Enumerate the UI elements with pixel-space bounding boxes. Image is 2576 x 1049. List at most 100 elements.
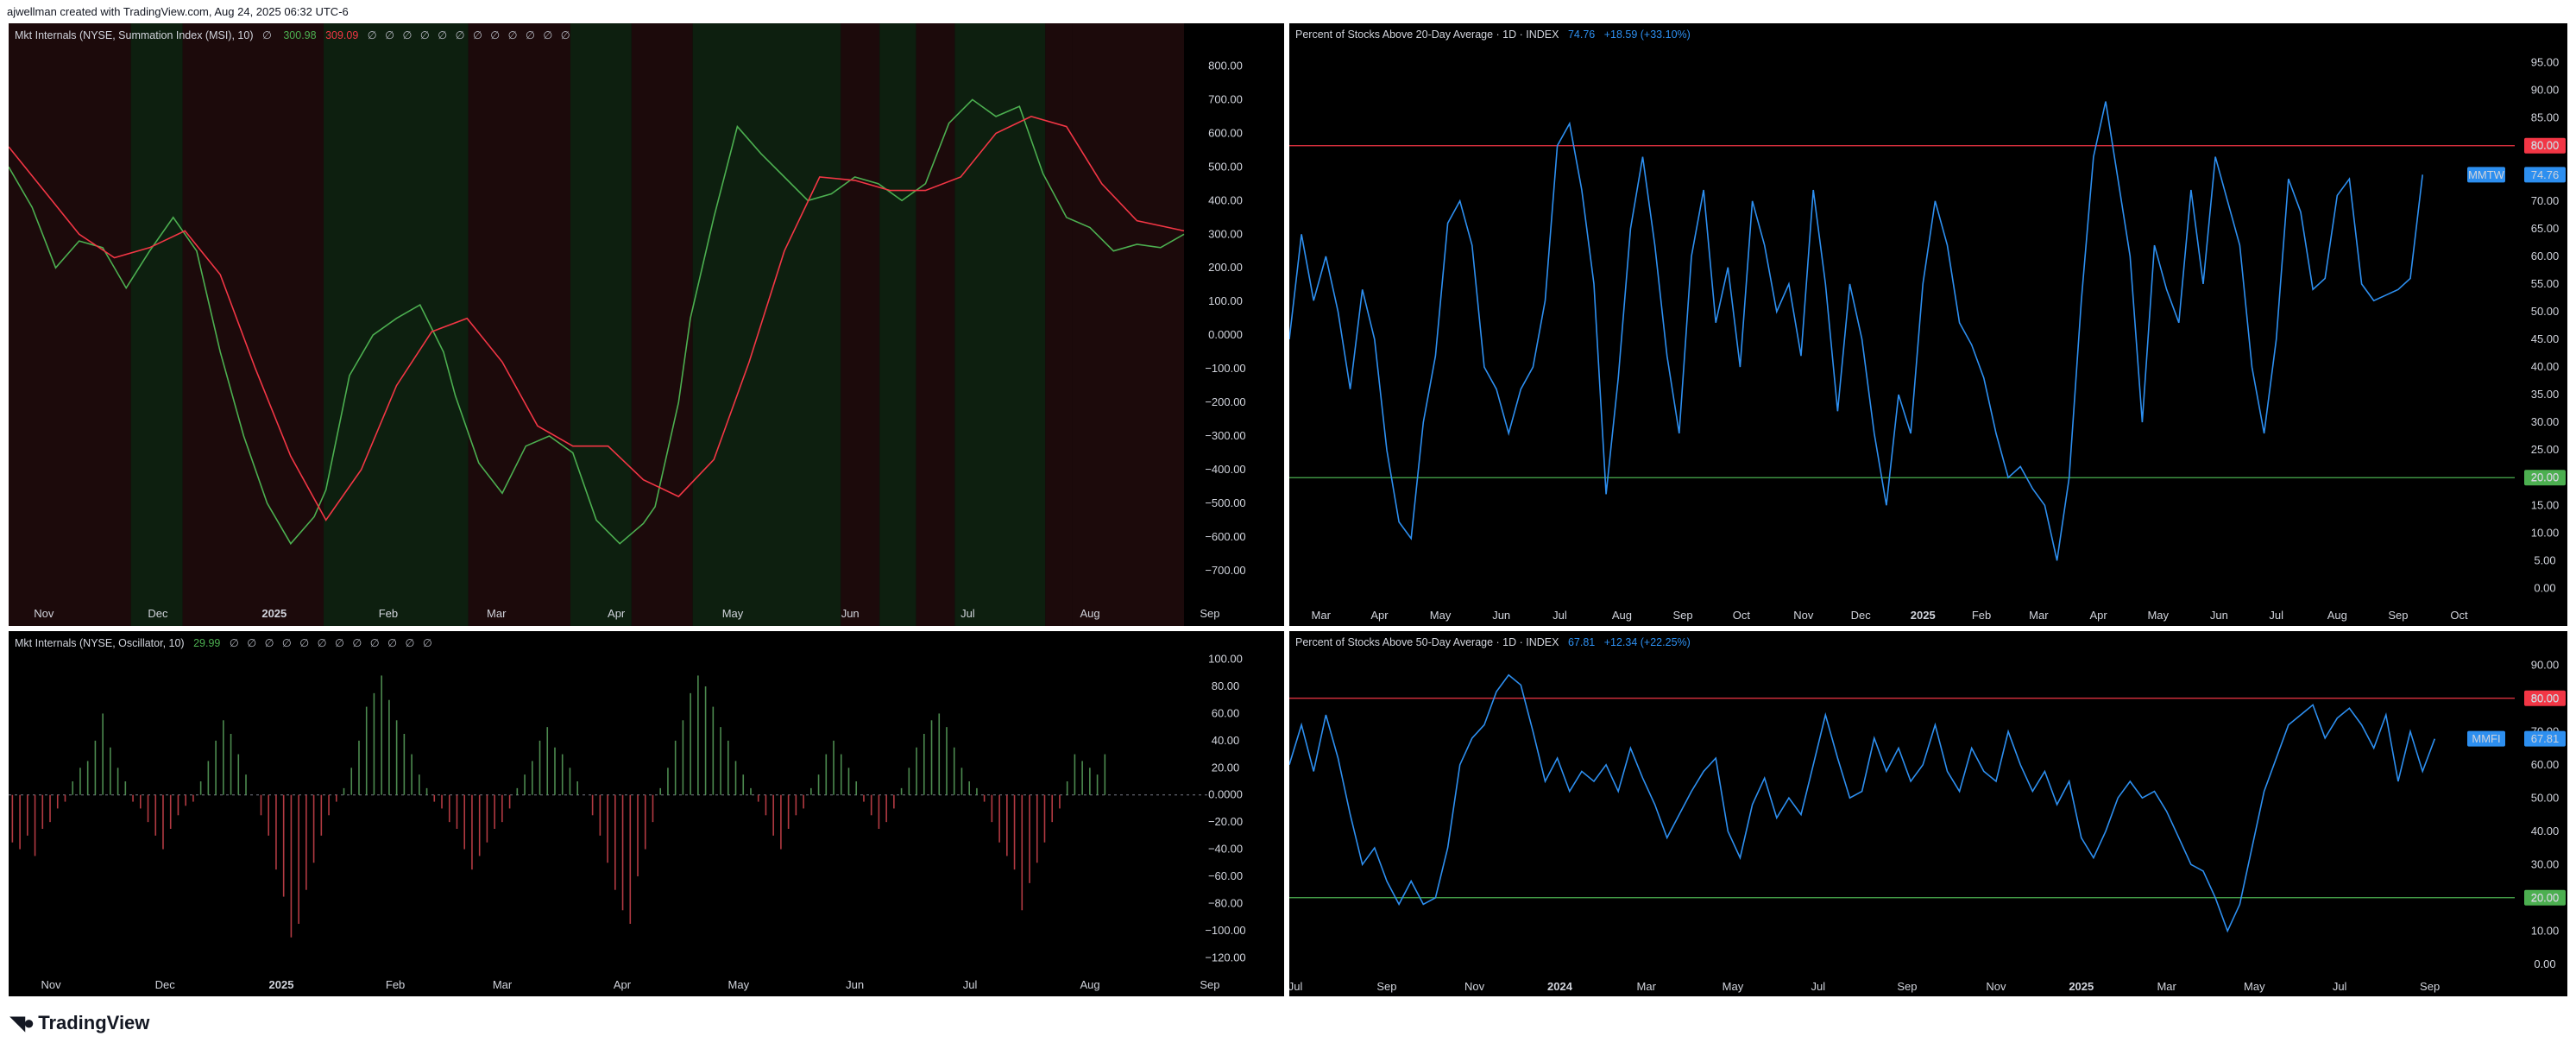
symbol-badge [2467, 730, 2505, 747]
osc-bar [365, 706, 368, 795]
regime-band-bearish [631, 23, 693, 626]
osc-bar [795, 794, 797, 816]
osc-bar [305, 794, 307, 890]
osc-bar [840, 754, 842, 795]
osc-bar [425, 787, 428, 795]
level-label-20: 20.00 [2531, 471, 2560, 484]
osc-bar [328, 794, 330, 816]
msi-title: Mkt Internals (NYSE, Summation Index (MS… [15, 29, 254, 41]
osc-bar [825, 754, 828, 795]
mmtw-title: Percent of Stocks Above 20-Day Average ·… [1295, 28, 1559, 41]
mmtw-panel[interactable]: 80.0020.0095.0090.0085.0080.0075.0070.00… [1289, 23, 2567, 626]
osc-bar [652, 794, 654, 823]
x-tick-label: Apr [614, 978, 632, 991]
osc-bar [629, 794, 632, 924]
x-tick-label: Nov [34, 607, 54, 620]
y-tick-label: −20.00 [1208, 815, 1243, 828]
y-tick-label: 20.00 [2531, 471, 2560, 483]
mmtw-chart[interactable]: 80.0020.0095.0090.0085.0080.0075.0070.00… [1289, 23, 2567, 626]
x-tick-label: Mar [1312, 609, 1332, 622]
osc-bar [561, 754, 564, 795]
x-tick-label: Aug [2327, 609, 2347, 622]
osc-bar [1043, 794, 1046, 843]
x-tick-label: Jun [846, 978, 864, 991]
y-tick-label: 20.00 [1212, 761, 1240, 774]
msi-value: 300.98 [283, 29, 317, 41]
osc-bar [690, 692, 691, 795]
osc-bar [1081, 761, 1083, 795]
osc-bar [199, 781, 202, 795]
oscillator-panel[interactable]: 100.00 80.00 60.00 40.00 20.00 0.0000 −20.00 −4… [9, 631, 1284, 996]
osc-bar [720, 727, 721, 795]
osc-bar [1013, 794, 1016, 870]
regime-band-bullish [130, 23, 183, 626]
level-label-80: 80.00 [2531, 139, 2560, 152]
osc-bar [275, 794, 277, 870]
level-badge-80 [2524, 690, 2566, 706]
x-tick-label: Mar [493, 978, 513, 991]
osc-bar [900, 787, 903, 795]
y-tick-label: 80.00 [2531, 139, 2560, 152]
osc-bar [810, 787, 812, 795]
msi-signal-value: 309.09 [325, 29, 359, 41]
y-tick-label: 20.00 [2531, 891, 2560, 904]
x-tick-label: Mar [487, 607, 507, 620]
x-tick-label: Sep [1673, 609, 1693, 622]
x-tick-label: Dec [155, 978, 176, 991]
x-tick-label: Jun [2210, 609, 2228, 622]
tradingview-logo[interactable]: ◥● TradingView [10, 1012, 149, 1034]
osc-bar [290, 794, 293, 938]
y-tick-label: 400.00 [1208, 193, 1243, 206]
osc-bar [953, 747, 955, 795]
osc-title: Mkt Internals (NYSE, Oscillator, 10) [15, 637, 185, 649]
x-tick-label: Jun [841, 607, 860, 620]
osc-bar [463, 794, 466, 850]
osc-bar [56, 794, 59, 809]
osc-bar [614, 794, 616, 890]
osc-bar [539, 740, 541, 795]
osc-bar [19, 794, 21, 850]
y-tick-label: 40.00 [2531, 360, 2560, 373]
x-tick-label: Nov [41, 978, 61, 991]
osc-bar [803, 794, 804, 809]
osc-bar [621, 794, 624, 911]
tradingview-logo-icon: ◥● [10, 1012, 35, 1033]
osc-bar [1021, 794, 1023, 911]
osc-bar [260, 794, 262, 816]
x-tick-label: Sep [1200, 978, 1219, 991]
osc-bar [86, 761, 89, 795]
y-tick-label: −300.00 [1205, 429, 1245, 442]
osc-bar [591, 794, 594, 816]
y-tick-label: 25.00 [2531, 443, 2560, 456]
mmfi-panel[interactable]: 80.0020.0090.0080.0070.0060.0050.0040.00… [1289, 631, 2567, 996]
y-tick-label: 100.00 [1208, 653, 1243, 666]
mmtw-value: 74.76 [1567, 28, 1596, 41]
osc-bar [734, 761, 737, 795]
osc-bar [697, 675, 699, 795]
osc-bar [312, 794, 315, 863]
x-tick-label: May [1723, 980, 1744, 993]
osc-bar [916, 747, 917, 795]
y-tick-label: −100.00 [1205, 924, 1245, 937]
osc-bar [169, 794, 172, 829]
mmfi-chart[interactable]: 80.0020.0090.0080.0070.0060.0050.0040.00… [1289, 631, 2567, 996]
oscillator-chart[interactable]: 100.00 80.00 60.00 40.00 20.00 0.0000 −20.00 −4… [9, 631, 1284, 996]
osc-bar [569, 768, 571, 795]
osc-bar [976, 787, 978, 795]
osc-bar [27, 794, 28, 836]
msi-panel[interactable]: 800.00 700.00 600.00 500.00 400.00 300.00 200.… [9, 23, 1284, 626]
osc-bar [1006, 794, 1008, 856]
y-tick-label: 85.00 [2531, 111, 2560, 124]
osc-bar [908, 768, 910, 795]
osc-bar [350, 768, 353, 795]
msi-chart[interactable]: 800.00 700.00 600.00 500.00 400.00 300.00 200.… [9, 23, 1284, 626]
x-tick-label: Apr [1370, 609, 1389, 622]
regime-band-bullish [879, 23, 916, 626]
osc-bar [1089, 768, 1091, 795]
osc-bar [237, 754, 240, 795]
y-tick-label: 0.00 [2534, 581, 2555, 594]
y-tick-label: 40.00 [2531, 825, 2560, 837]
y-tick-label: 60.00 [1212, 706, 1240, 719]
regime-band-bullish [954, 23, 1046, 626]
osc-bar [124, 781, 127, 795]
